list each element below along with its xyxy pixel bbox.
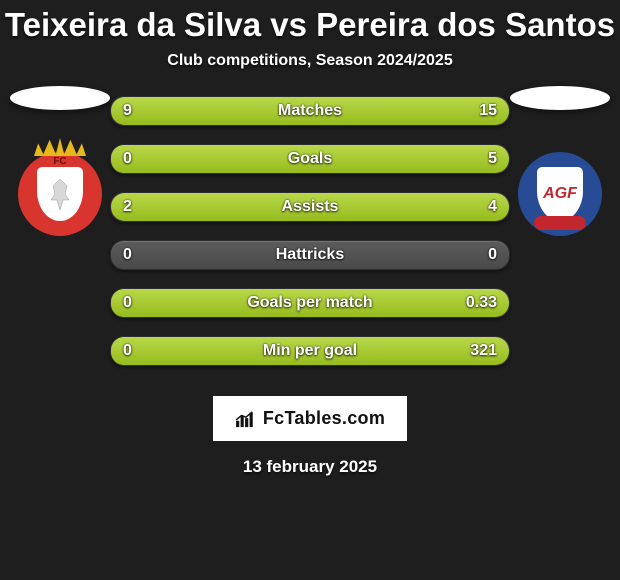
stat-row: 0Goals per match0.33 [110, 288, 510, 318]
stat-value-right: 5 [488, 145, 497, 173]
stat-row: 2Assists4 [110, 192, 510, 222]
date-stamp: 13 february 2025 [0, 457, 620, 477]
left-player-column [0, 86, 120, 236]
page-subtitle: Club competitions, Season 2024/2025 [0, 52, 620, 70]
stat-name: Matches [111, 97, 509, 125]
player-photo-placeholder-right [510, 86, 610, 110]
stat-bars: 9Matches150Goals52Assists40Hattricks00Go… [110, 96, 510, 384]
source-brand: FcTables.com [213, 396, 407, 441]
club-abbrev-right: AGF [543, 185, 577, 203]
comparison-card: Teixeira da Silva vs Pereira dos Santos … [0, 0, 620, 580]
stat-value-right: 321 [470, 337, 497, 365]
stat-name: Goals [111, 145, 509, 173]
stat-value-right: 4 [488, 193, 497, 221]
stat-name: Min per goal [111, 337, 509, 365]
right-player-column: AGF AARHUS [500, 86, 620, 236]
stat-row: 0Goals5 [110, 144, 510, 174]
stat-row: 9Matches15 [110, 96, 510, 126]
shield-icon: AGF [537, 167, 583, 221]
club-crest-left [18, 152, 102, 236]
stat-value-right: 0.33 [466, 289, 497, 317]
stat-value-right: 15 [479, 97, 497, 125]
eagle-icon [45, 176, 75, 212]
club-crest-right: AGF AARHUS [518, 152, 602, 236]
comparison-body: AGF AARHUS 9Matches150Goals52Assists40Ha… [0, 96, 620, 388]
stat-row: 0Hattricks0 [110, 240, 510, 270]
stat-value-right: 0 [488, 241, 497, 269]
bar-chart-icon [235, 410, 257, 428]
player-photo-placeholder-left [10, 86, 110, 110]
club-banner-right: AARHUS [542, 223, 578, 230]
stat-name: Goals per match [111, 289, 509, 317]
stat-row: 0Min per goal321 [110, 336, 510, 366]
stat-name: Assists [111, 193, 509, 221]
page-title: Teixeira da Silva vs Pereira dos Santos [0, 0, 620, 44]
brand-label: FcTables.com [263, 408, 385, 429]
shield-icon [37, 167, 83, 221]
stat-name: Hattricks [111, 241, 509, 269]
